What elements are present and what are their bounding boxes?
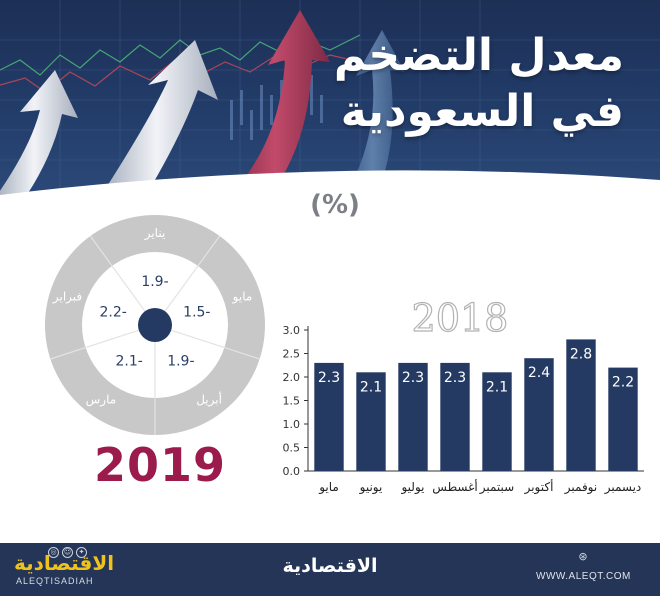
website-link[interactable]: WWW.ALEQT.COM — [536, 571, 631, 582]
donut-divider — [162, 235, 221, 315]
y-tick-label: 1.0 — [283, 418, 301, 431]
donut-month-label: يناير — [144, 226, 166, 241]
x-category-label: أغسطس — [432, 479, 477, 495]
donut-month-label: مايو — [232, 290, 253, 305]
donut-month-label: مارس — [86, 392, 117, 407]
title-line-2: في السعودية — [340, 86, 624, 137]
bar — [482, 372, 512, 471]
bar-value-label: 2.1 — [360, 379, 382, 395]
x-category-label: ديسمبر — [604, 480, 642, 495]
bar — [440, 362, 470, 471]
bar — [314, 362, 344, 471]
bar-value-label: 2.8 — [570, 346, 592, 362]
bar-value-label: 2.1 — [486, 379, 508, 395]
bar — [608, 367, 638, 471]
x-category-label: نوفمبر — [564, 480, 597, 495]
social-icons: ◎ ☺ ✦ — [48, 547, 87, 558]
arrow-graphic-left — [0, 70, 78, 205]
donut-chart-2019: يناير 1.9- مايو 1.5- أبريل 1.9- مارس 2.1- فبراير… — [45, 215, 265, 435]
bar-value-label: 2.3 — [444, 370, 466, 386]
donut-value-label: 1.5- — [183, 304, 210, 320]
x-category-label: سبتمبر — [479, 480, 514, 495]
footer-logo-english: ALEQTISADIAH — [16, 576, 94, 586]
donut-center-dot — [138, 308, 172, 342]
bar-value-label: 2.2 — [612, 375, 634, 391]
page-title: معدل التضخم في السعودية — [334, 28, 624, 140]
donut-value-label: 1.9- — [167, 354, 194, 370]
y-tick-label: 3.0 — [283, 324, 301, 337]
arrow-graphic-center — [95, 40, 218, 205]
chart-title-2018: 2018 — [411, 295, 509, 340]
bar — [398, 362, 428, 471]
background-grid — [0, 0, 660, 205]
unit-label: (%) — [310, 190, 360, 220]
bar-value-label: 2.3 — [318, 370, 340, 386]
arrow-graphic-right — [220, 10, 330, 205]
y-tick-label: 2.5 — [283, 348, 301, 361]
y-tick-label: 0.0 — [283, 465, 301, 478]
donut-divider — [50, 328, 142, 360]
donut-divider — [168, 328, 260, 360]
donut-value-label: 2.1- — [115, 354, 142, 370]
globe-icon: ⊛ — [578, 550, 588, 563]
donut-month-label: أبريل — [196, 391, 222, 407]
donut-layer: يناير 1.9- مايو 1.5- أبريل 1.9- مارس 2.1- فبراير… — [45, 215, 265, 435]
x-category-label: يوليو — [400, 480, 424, 495]
bar — [566, 339, 596, 471]
header-banner: معدل التضخم في السعودية — [0, 0, 660, 205]
donut-value-label: 1.9- — [141, 274, 168, 290]
y-tick-label: 2.0 — [283, 371, 301, 384]
bar — [356, 372, 386, 471]
arrow-graphic-blue — [340, 30, 405, 205]
bar-chart-2018: 0.0 0.5 1.0 1.5 2.0 2.5 3.0 2.3 مايو 2.1 يونيو 2.3 ي… — [283, 324, 644, 495]
footer: الاقتصادية ALEQTISADIAH ◎ ☺ ✦ الاقتصادية… — [0, 543, 660, 596]
bar-value-label: 2.3 — [402, 370, 424, 386]
donut-month-label: فبراير — [52, 290, 82, 305]
donut-value-label: 2.2- — [99, 304, 126, 320]
title-line-1: معدل التضخم — [333, 30, 624, 81]
bar — [524, 358, 554, 471]
chart-title-2019: 2019 — [93, 438, 227, 492]
footer-center-logo[interactable]: الاقتصادية — [282, 555, 378, 577]
x-category-label: أكتوبر — [524, 479, 554, 495]
header-curve — [0, 170, 660, 205]
bar-layer: 0.0 0.5 1.0 1.5 2.0 2.5 3.0 2.3 مايو 2.1 يونيو 2.3 ي… — [283, 324, 644, 495]
snapchat-icon[interactable]: ☺ — [62, 547, 73, 558]
x-category-label: مايو — [318, 480, 339, 495]
donut-divider — [89, 235, 148, 315]
twitter-icon[interactable]: ✦ — [76, 547, 87, 558]
header-background — [0, 0, 660, 205]
bar-value-label: 2.4 — [528, 365, 550, 381]
x-category-label: يونيو — [359, 480, 383, 495]
y-tick-label: 1.5 — [283, 395, 301, 408]
instagram-icon[interactable]: ◎ — [48, 547, 59, 558]
y-tick-label: 0.5 — [283, 442, 301, 455]
